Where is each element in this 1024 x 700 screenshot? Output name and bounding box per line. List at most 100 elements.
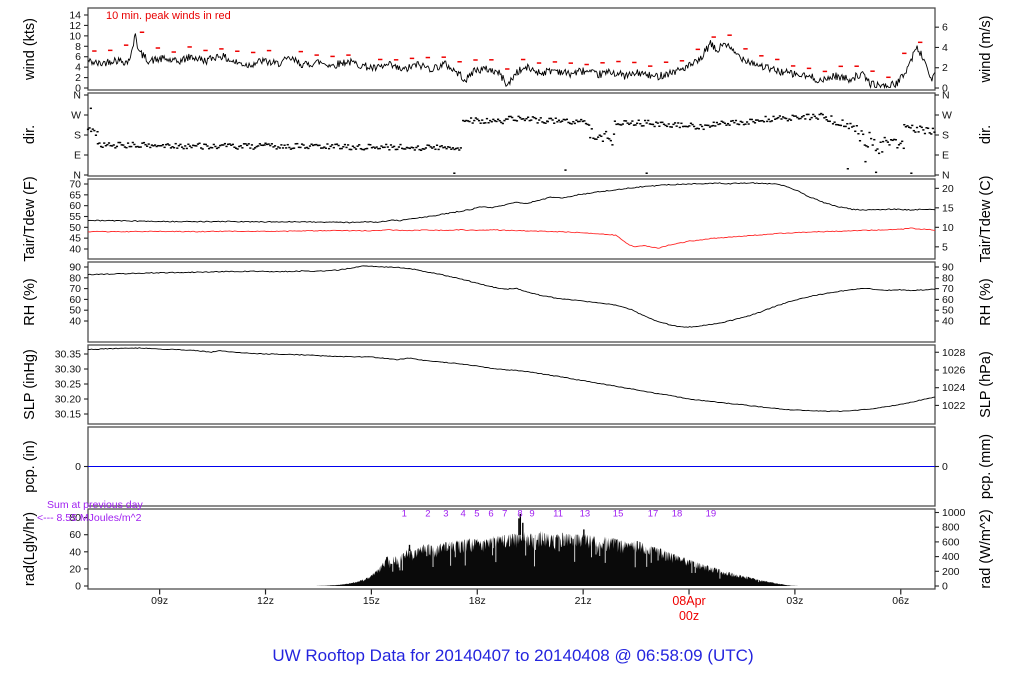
- wind-dir-point: [160, 144, 163, 147]
- wind-dir-point: [150, 144, 153, 146]
- radiation-area: [314, 530, 801, 586]
- wind-dir-point: [553, 122, 556, 124]
- wind-dir-point: [723, 122, 726, 125]
- wind-dir-point: [369, 144, 372, 146]
- wind-dir-point: [609, 139, 612, 142]
- wind-dir-point: [616, 123, 620, 125]
- wind-dir-point: [152, 145, 155, 147]
- wind-dir-point: [203, 143, 206, 145]
- wind-dir-point: [656, 122, 659, 124]
- wind-dir-point: [318, 144, 321, 147]
- wind-dir-point: [885, 139, 888, 142]
- wind-dir-point: [777, 116, 780, 119]
- dir-left-tick-label: N: [73, 90, 81, 102]
- wind-dir-point: [342, 146, 345, 148]
- wind-dir-point: [247, 143, 250, 145]
- wind-left-tick-label: 8: [75, 41, 81, 53]
- wind-dir-point: [432, 146, 435, 148]
- wind-dir-point: [117, 141, 120, 144]
- wind-dir-point: [99, 145, 103, 148]
- wind-dir-point: [427, 144, 431, 147]
- wind-dir-point: [702, 128, 705, 131]
- wind-dir-point: [707, 124, 710, 127]
- dir-left-tick-label: W: [71, 110, 81, 122]
- radiation-milestone-label: 1: [402, 509, 407, 520]
- wind-dir-point: [375, 146, 378, 148]
- wind-dir-point: [423, 148, 426, 150]
- wind-dir-point: [575, 119, 578, 121]
- wind-dir-point: [399, 143, 402, 146]
- wind-dir-point: [862, 133, 865, 136]
- wind-dir-point: [155, 145, 158, 148]
- wind-dir-point: [903, 123, 906, 126]
- wind-dir-point: [659, 121, 662, 124]
- wind-dir-point: [754, 119, 758, 121]
- wind-dir-point: [906, 125, 909, 127]
- wind-dir-point: [620, 124, 623, 126]
- wind-dir-point: [718, 123, 722, 125]
- wind-dir-point: [626, 122, 629, 124]
- peak-wind-dash: [759, 55, 764, 57]
- wind-dir-point: [142, 141, 146, 144]
- slp-left-tick-label: 30.35: [55, 349, 81, 361]
- wind-dir-point: [366, 147, 369, 150]
- slp-left-tick-label: 30.25: [55, 379, 81, 391]
- wind-dir-point: [538, 119, 541, 121]
- wind-dir-point: [200, 147, 203, 149]
- wind-dir-point: [623, 120, 626, 122]
- peak-wind-dash: [838, 65, 843, 68]
- x-tick-label: 09z: [151, 595, 168, 607]
- wind-dir-point: [412, 147, 415, 149]
- wind-dir-point: [264, 142, 267, 145]
- wind-dir-point: [93, 129, 96, 132]
- radiation-milestone-label: 18: [672, 509, 683, 520]
- wind-dir-point: [469, 117, 473, 119]
- wind-left-tick-label: 12: [69, 20, 81, 32]
- peak-wind-dash: [171, 51, 176, 53]
- wind-dir-point: [877, 152, 881, 155]
- wind-dir-point: [858, 139, 862, 142]
- wind-dir-point: [561, 120, 564, 122]
- peak-wind-dash: [266, 49, 272, 52]
- wind-dir-point: [380, 145, 383, 147]
- peak-wind-dash: [584, 63, 589, 66]
- wind-dir-point: [233, 146, 236, 148]
- peak-wind-dash: [806, 67, 812, 70]
- wind-dir-outlier: [874, 171, 878, 174]
- wind-dir-point: [581, 120, 584, 123]
- wind-dir-point: [677, 122, 680, 124]
- wind-dir-point: [370, 146, 374, 149]
- wind-dir-point: [661, 121, 664, 124]
- wind-dir-point: [904, 126, 907, 128]
- peak-wind-dash: [139, 31, 145, 34]
- wind-dir-point: [931, 127, 934, 130]
- wind-dir-point: [715, 121, 718, 124]
- wind-left-tick-label: 2: [75, 72, 81, 84]
- wind-dir-point: [343, 143, 347, 146]
- wind-dir-point: [606, 137, 609, 139]
- wind-dir-point: [474, 117, 477, 119]
- peak-wind-dash: [235, 50, 240, 52]
- wind-dir-point: [871, 144, 874, 146]
- wind-dir-point: [122, 144, 125, 146]
- wind-dir-point: [141, 142, 144, 144]
- wind-dir-point: [839, 124, 843, 127]
- wind-dir-point: [182, 147, 185, 150]
- wind-dir-point: [396, 148, 399, 151]
- radiation-milestone-label: 8: [517, 509, 522, 520]
- slp-right-tick-label: 1026: [942, 364, 966, 376]
- rh-right-tick-label: 70: [942, 283, 954, 295]
- wind-dir-point: [914, 131, 917, 133]
- wind-dir-point: [897, 144, 901, 146]
- x-tick-label: 21z: [575, 595, 592, 607]
- wind-dir-point: [418, 148, 421, 151]
- peak-wind-dash: [155, 47, 161, 49]
- wind-dir-point: [514, 119, 517, 122]
- wind-dir-point: [548, 117, 551, 120]
- wind-dir-point: [345, 146, 348, 149]
- wind-dir-point: [335, 143, 339, 145]
- wind-dir-point: [597, 136, 600, 138]
- wind-dir-point: [184, 145, 187, 147]
